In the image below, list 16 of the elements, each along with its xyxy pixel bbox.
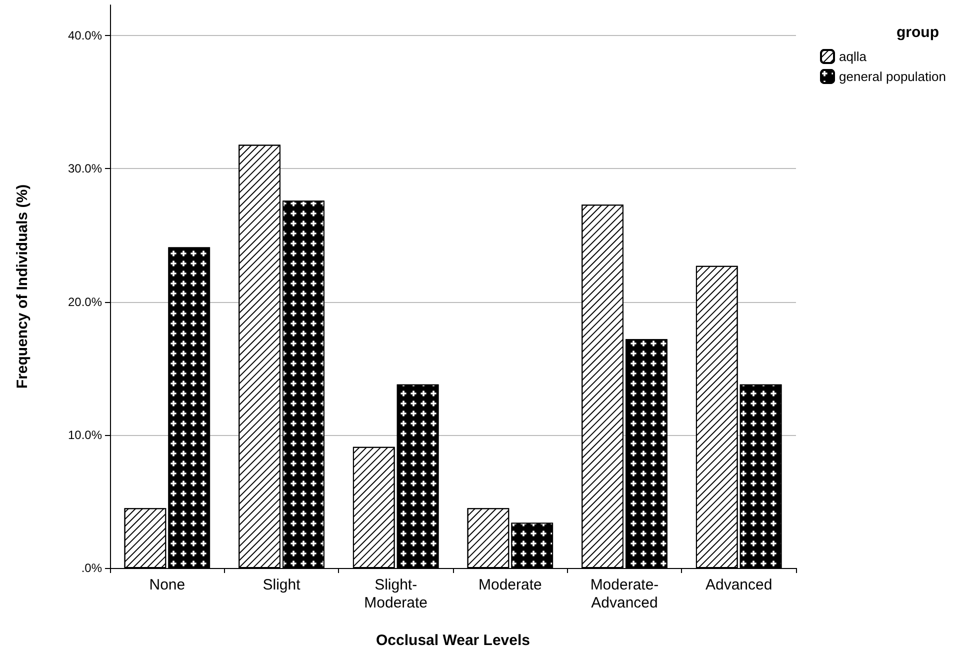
- x-tick-label: Slight: [262, 576, 302, 594]
- x-tick-label: Moderate-Advanced: [590, 576, 659, 612]
- y-tick-label: .0%: [81, 561, 102, 575]
- x-tick-label: None: [149, 576, 186, 594]
- x-tick-label: Moderate: [478, 576, 542, 594]
- legend-label: aqlla: [839, 49, 868, 64]
- y-axis-title: Frequency of Individuals (%): [14, 184, 31, 389]
- legend-label: general population: [839, 69, 946, 84]
- x-tick-label: Advanced: [705, 576, 772, 594]
- y-tick-label: 20.0%: [68, 294, 102, 309]
- legend-title: group: [896, 24, 940, 41]
- x-axis-title: Occlusal Wear Levels: [376, 632, 530, 649]
- y-tick-label: 40.0%: [68, 28, 102, 43]
- y-tick-label: 10.0%: [68, 428, 102, 442]
- x-tick-label: Slight-Moderate: [364, 576, 428, 612]
- y-tick-label: 30.0%: [68, 162, 102, 176]
